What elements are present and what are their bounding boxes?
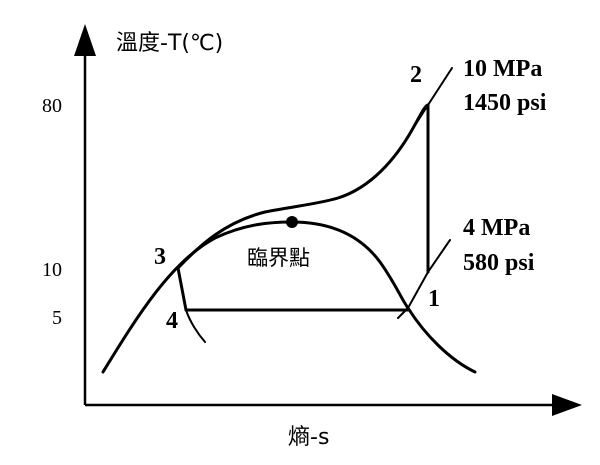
- expansion-tail-4: [185, 309, 206, 343]
- y-tick-5: 5: [52, 307, 62, 329]
- saturation-dome: [101, 220, 477, 374]
- y-tick-10: 10: [42, 259, 62, 281]
- compression-line-4-3: [176, 266, 188, 312]
- critical-point-marker: [286, 216, 298, 228]
- x-axis-label: 熵-s: [288, 425, 329, 450]
- low-pressure-psi: 580 psi: [463, 250, 535, 276]
- x-axis-arrowhead: [552, 394, 582, 416]
- y-tick-80: 80: [42, 95, 62, 117]
- low-pressure-mpa: 4 MPa: [463, 215, 530, 241]
- high-pressure-psi: 1450 psi: [463, 90, 547, 116]
- high-pressure-curve: [176, 103, 430, 270]
- critical-point-label: 臨界點: [247, 246, 310, 270]
- state-point-3: 3: [154, 244, 166, 270]
- axes: [74, 24, 582, 416]
- y-axis-arrowhead: [74, 24, 96, 56]
- high-pressure-mpa: 10 MPa: [463, 56, 542, 82]
- isobar-4mpa: [397, 239, 451, 319]
- state-point-4: 4: [166, 308, 178, 334]
- state-point-2: 2: [410, 62, 422, 88]
- isobar-10mpa: [411, 67, 453, 131]
- y-axis-label: 溫度-T(℃): [116, 31, 223, 56]
- state-point-1: 1: [428, 286, 440, 312]
